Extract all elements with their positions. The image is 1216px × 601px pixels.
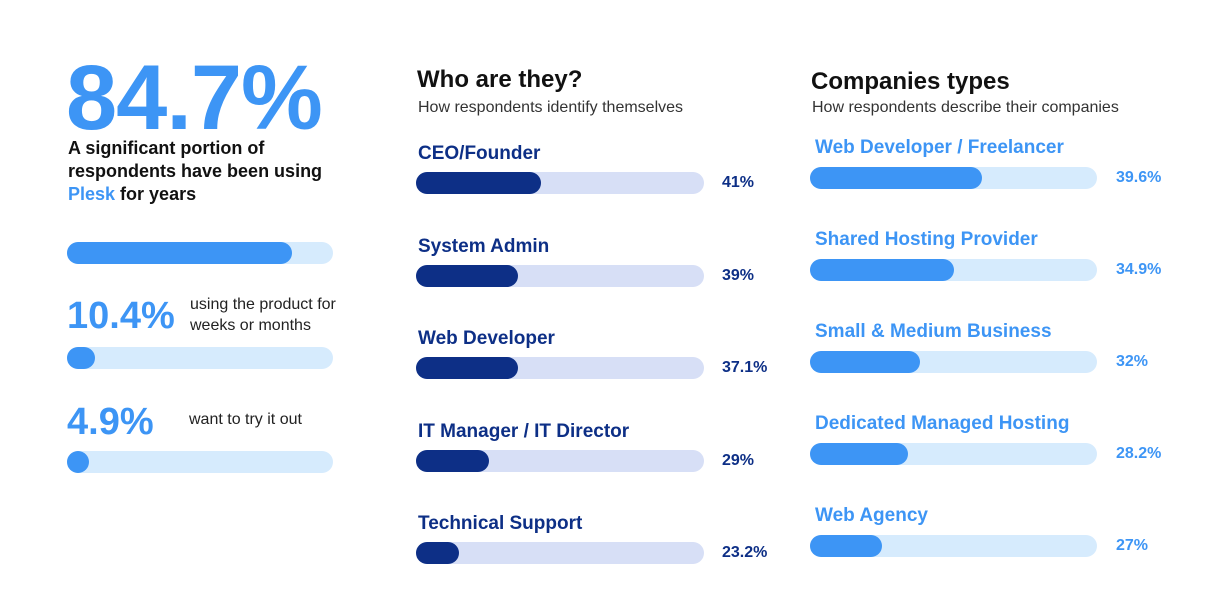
company-bar-3-fill <box>810 443 908 465</box>
role-bar-3-track <box>416 449 704 472</box>
roles-title: Who are they? <box>417 66 583 93</box>
role-label-1: System Admin <box>418 235 550 257</box>
usage-bar-0-fill <box>67 242 293 264</box>
company-label-3: Dedicated Managed Hosting <box>815 413 1070 434</box>
company-label-4: Web Agency <box>815 505 928 526</box>
stat-label-weeks: using the product for weeks or months <box>190 296 336 334</box>
role-bar-1-track <box>416 264 704 287</box>
company-bar-1-track <box>810 259 1097 281</box>
company-label-1: Shared Hosting Provider <box>815 229 1038 250</box>
usage-bar-0-track <box>67 242 333 264</box>
role-label-3: IT Manager / IT Director <box>418 420 630 442</box>
company-value-1: 34.9% <box>1116 261 1162 278</box>
role-value-0: 41% <box>722 174 755 191</box>
role-value-3: 29% <box>722 451 755 469</box>
role-bar-2-fill <box>416 357 519 379</box>
company-value-0: 39.6% <box>1116 169 1162 186</box>
brand-name: Plesk <box>68 184 116 204</box>
role-bar-1-fill <box>416 264 519 287</box>
role-bar-3-fill <box>416 449 490 472</box>
caption-text: A significant portion of respondents hav… <box>68 138 323 181</box>
stat-label-try: want to try it out <box>189 411 302 428</box>
stat-value-weeks: 10.4% <box>67 295 175 337</box>
role-label-4: Technical Support <box>418 513 583 534</box>
company-bar-4-fill <box>810 535 882 557</box>
role-label-2: Web Developer <box>418 328 555 349</box>
role-bar-4-fill <box>416 542 460 564</box>
company-bar-2-fill <box>810 351 921 373</box>
usage-bar-2-fill <box>67 451 89 473</box>
role-value-1: 39% <box>722 266 755 284</box>
role-bar-0-fill <box>416 172 542 194</box>
company-value-4: 27% <box>1116 537 1149 554</box>
company-bar-2-track <box>810 351 1097 373</box>
role-value-4: 23.2% <box>722 544 768 561</box>
usage-bar-2-track <box>67 451 333 473</box>
company-label-2: Small & Medium Business <box>815 321 1052 342</box>
company-bar-1-fill <box>810 259 954 281</box>
role-bar-4-track <box>416 542 704 564</box>
role-bar-0-track <box>416 172 704 194</box>
roles-subtitle: How respondents identify themselves <box>418 99 684 116</box>
company-bar-0-fill <box>810 167 983 189</box>
stat-value-try: 4.9% <box>67 401 154 443</box>
companies-title: Companies types <box>811 68 1010 95</box>
headline-percent: 84.7% <box>66 47 323 149</box>
company-value-2: 32% <box>1116 353 1149 370</box>
company-bar-3-track <box>810 443 1097 465</box>
company-bar-4-track <box>810 535 1097 557</box>
company-value-3: 28.2% <box>1116 445 1162 462</box>
company-label-0: Web Developer / Freelancer <box>815 137 1064 158</box>
headline-caption: A significant portion of respondents hav… <box>68 137 348 206</box>
companies-subtitle: How respondents describe their companies <box>812 99 1119 116</box>
role-value-2: 37.1% <box>722 359 768 376</box>
usage-bar-1-track <box>67 347 333 369</box>
role-bar-2-track <box>416 357 704 379</box>
caption-text-end: for years <box>115 184 197 204</box>
company-bar-0-track <box>810 167 1097 189</box>
role-label-0: CEO/Founder <box>418 143 541 164</box>
usage-bar-1-fill <box>67 347 95 369</box>
